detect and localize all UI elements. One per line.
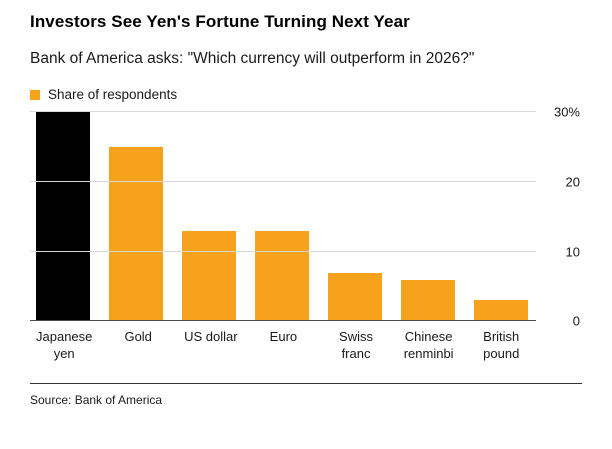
gridline [30, 250, 536, 252]
legend: Share of respondents [30, 87, 582, 102]
y-axis-tick-label: 10 [565, 244, 580, 260]
bar-column [36, 112, 90, 322]
plot-area: 0 10 20 30% [30, 106, 580, 328]
x-axis-label: Euro [269, 329, 298, 345]
bar-swiss-franc [328, 272, 382, 322]
bar-column [255, 112, 309, 322]
x-axis-baseline [30, 320, 536, 322]
bar-chinese-renminbi [401, 279, 455, 322]
chart-subtitle: Bank of America asks: "Which currency wi… [30, 50, 475, 67]
y-axis-tick-label: 0 [572, 313, 580, 329]
x-axis-label: Japanese yen [36, 329, 93, 362]
x-axis-label: Swiss franc [339, 329, 373, 362]
x-axis-label: US dollar [184, 329, 238, 345]
x-axis-label: Gold [124, 329, 152, 345]
y-axis-tick-label: 30% [553, 104, 580, 120]
source-note: Source: Bank of America [30, 393, 163, 408]
bar-column [474, 112, 528, 322]
x-axis-label: Chinese renminbi [403, 329, 454, 362]
bar-euro [255, 230, 309, 322]
bars-group [36, 112, 528, 322]
footer-divider [30, 383, 582, 385]
legend-label: Share of respondents [48, 87, 178, 103]
chart-body: 0 10 20 30% Japanese yen Gold US dollar Euro Sw… [30, 106, 580, 363]
bar-japanese-yen [36, 112, 90, 322]
bar-column [401, 112, 455, 322]
bar-column [109, 112, 163, 322]
bar-chart: 0 10 20 30% Japanese yen Gold US dollar Euro Sw… [30, 106, 582, 363]
chart-card: Investors See Yen's Fortune Turning Next… [30, 12, 582, 408]
bar-british-pound [474, 300, 528, 322]
x-axis-label: British pound [483, 329, 520, 362]
y-axis-tick-label: 20 [565, 174, 580, 190]
bar-us-dollar [182, 230, 236, 322]
page-title: Investors See Yen's Fortune Turning Next… [30, 12, 410, 31]
x-axis: Japanese yen Gold US dollar Euro Swiss franc… [30, 321, 536, 363]
gridline [30, 181, 536, 183]
legend-swatch-icon [30, 89, 40, 100]
bar-column [328, 112, 382, 322]
bar-column [182, 112, 236, 322]
gridline [30, 111, 536, 113]
bar-gold [109, 147, 163, 322]
